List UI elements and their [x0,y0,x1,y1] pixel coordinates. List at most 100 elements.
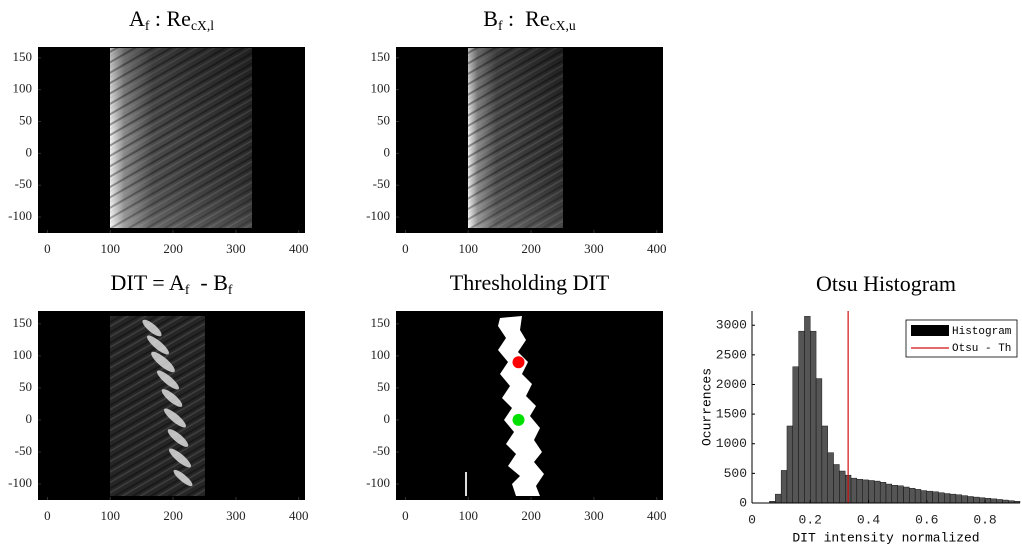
y-tick-label: 1000 [716,436,747,451]
histogram-bar [850,477,858,504]
histogram-bar [827,452,834,504]
x-tick-label: 0 [402,241,409,256]
marker [512,356,525,369]
x-tick-label: 400 [647,241,667,256]
histogram-bar [926,490,933,504]
y-tick-label: -100 [8,475,32,490]
x-tick-label: 200 [163,241,183,256]
histogram-bar [804,316,811,504]
y-tick-label: 0 [384,411,391,426]
y-tick-label: 0 [26,144,33,159]
x-tick-label: 400 [289,241,309,256]
x-tick-label: 0.2 [799,512,822,527]
x-tick-label: 200 [521,508,541,523]
title-part: f [228,282,233,297]
histogram-bar [792,366,799,504]
histogram-bar [909,487,916,504]
x-tick-label: 100 [100,508,120,523]
x-axis-label: DIT intensity normalized [792,530,979,545]
histogram-bar [798,330,805,504]
chart-title: Af : RecX,l [129,6,214,33]
y-tick-label: 150 [371,315,391,330]
image [110,316,205,496]
x-tick-label: 100 [458,508,478,523]
y-tick-label: 500 [724,466,747,481]
y-tick-label: 100 [371,347,391,362]
x-tick-label: 0 [44,241,51,256]
histogram-bar [897,485,904,504]
y-tick-label: 2000 [716,377,747,392]
y-tick-label: 150 [13,49,33,64]
title-part: f [185,282,190,297]
histogram-bar [944,493,951,504]
histogram-bar [914,489,922,504]
y-tick-label: -50 [15,443,32,458]
x-tick-label: 100 [100,241,120,256]
y-tick-label: -100 [8,208,32,223]
x-tick-label: 0 [748,512,756,527]
x-tick-label: 0.8 [973,512,996,527]
marker [512,413,525,426]
x-tick-label: 200 [521,241,541,256]
x-tick-label: 200 [163,508,183,523]
chart-title: Thresholding DIT [450,270,610,295]
histogram-bar [862,479,869,504]
title-part: cX,u [550,18,576,33]
y-tick-label: 0 [26,411,33,426]
title-part: : Re [149,6,191,31]
x-tick-label: 300 [226,241,246,256]
y-tick-label: 50 [19,379,32,394]
chart-title: DIT = Af - Bf [111,270,233,297]
title-part: f [145,18,150,33]
y-tick-label: -50 [373,176,390,191]
y-tick-label: -50 [373,443,390,458]
chart-title: Otsu Histogram [816,271,956,296]
histogram-bar [996,499,1003,504]
histogram-bar [984,498,992,504]
histogram-bar [955,494,962,504]
x-tick-label: 100 [458,241,478,256]
y-tick-label: 50 [377,379,390,394]
histogram-bar [868,480,875,504]
x-tick-label: 300 [226,508,246,523]
y-tick-label: -50 [15,176,32,191]
y-tick-label: 3000 [716,318,747,333]
histogram-bar [856,479,863,504]
y-tick-label: 1500 [716,407,747,422]
y-tick-label: 100 [13,347,33,362]
histogram-bar [815,378,823,504]
y-tick-label: 150 [13,315,33,330]
y-tick-label: 150 [371,49,391,64]
x-tick-label: 0.6 [915,512,938,527]
y-tick-label: 100 [371,81,391,96]
histogram-bar [885,483,893,504]
histogram-bar [932,491,939,504]
x-tick-label: 300 [584,508,604,523]
title-part: - B [189,270,228,295]
y-tick-label: -100 [366,475,390,490]
image [468,48,563,228]
histogram-bar [891,485,898,504]
histogram-bar [786,425,793,504]
title-part: B [483,6,498,31]
y-tick-label: 2500 [716,347,747,362]
legend-swatch [911,325,949,336]
title-part: DIT = A [111,270,185,295]
histogram-bar [961,495,968,504]
y-tick-label: -100 [366,208,390,223]
y-tick-label: 0 [739,495,747,510]
title-part: cX,l [191,18,214,33]
histogram-bar [821,425,828,504]
x-tick-label: 300 [584,241,604,256]
histogram-bar [879,482,887,504]
histogram-bar [775,493,782,504]
histogram-bar [967,496,974,504]
chart-title: Bf : RecX,u [483,6,576,33]
title-part: A [129,6,145,31]
y-tick-label: 0 [384,144,391,159]
x-tick-label: 0.4 [857,512,881,527]
histogram-bar [990,498,997,504]
histogram-bar [874,480,881,504]
histogram-bar [903,486,910,504]
